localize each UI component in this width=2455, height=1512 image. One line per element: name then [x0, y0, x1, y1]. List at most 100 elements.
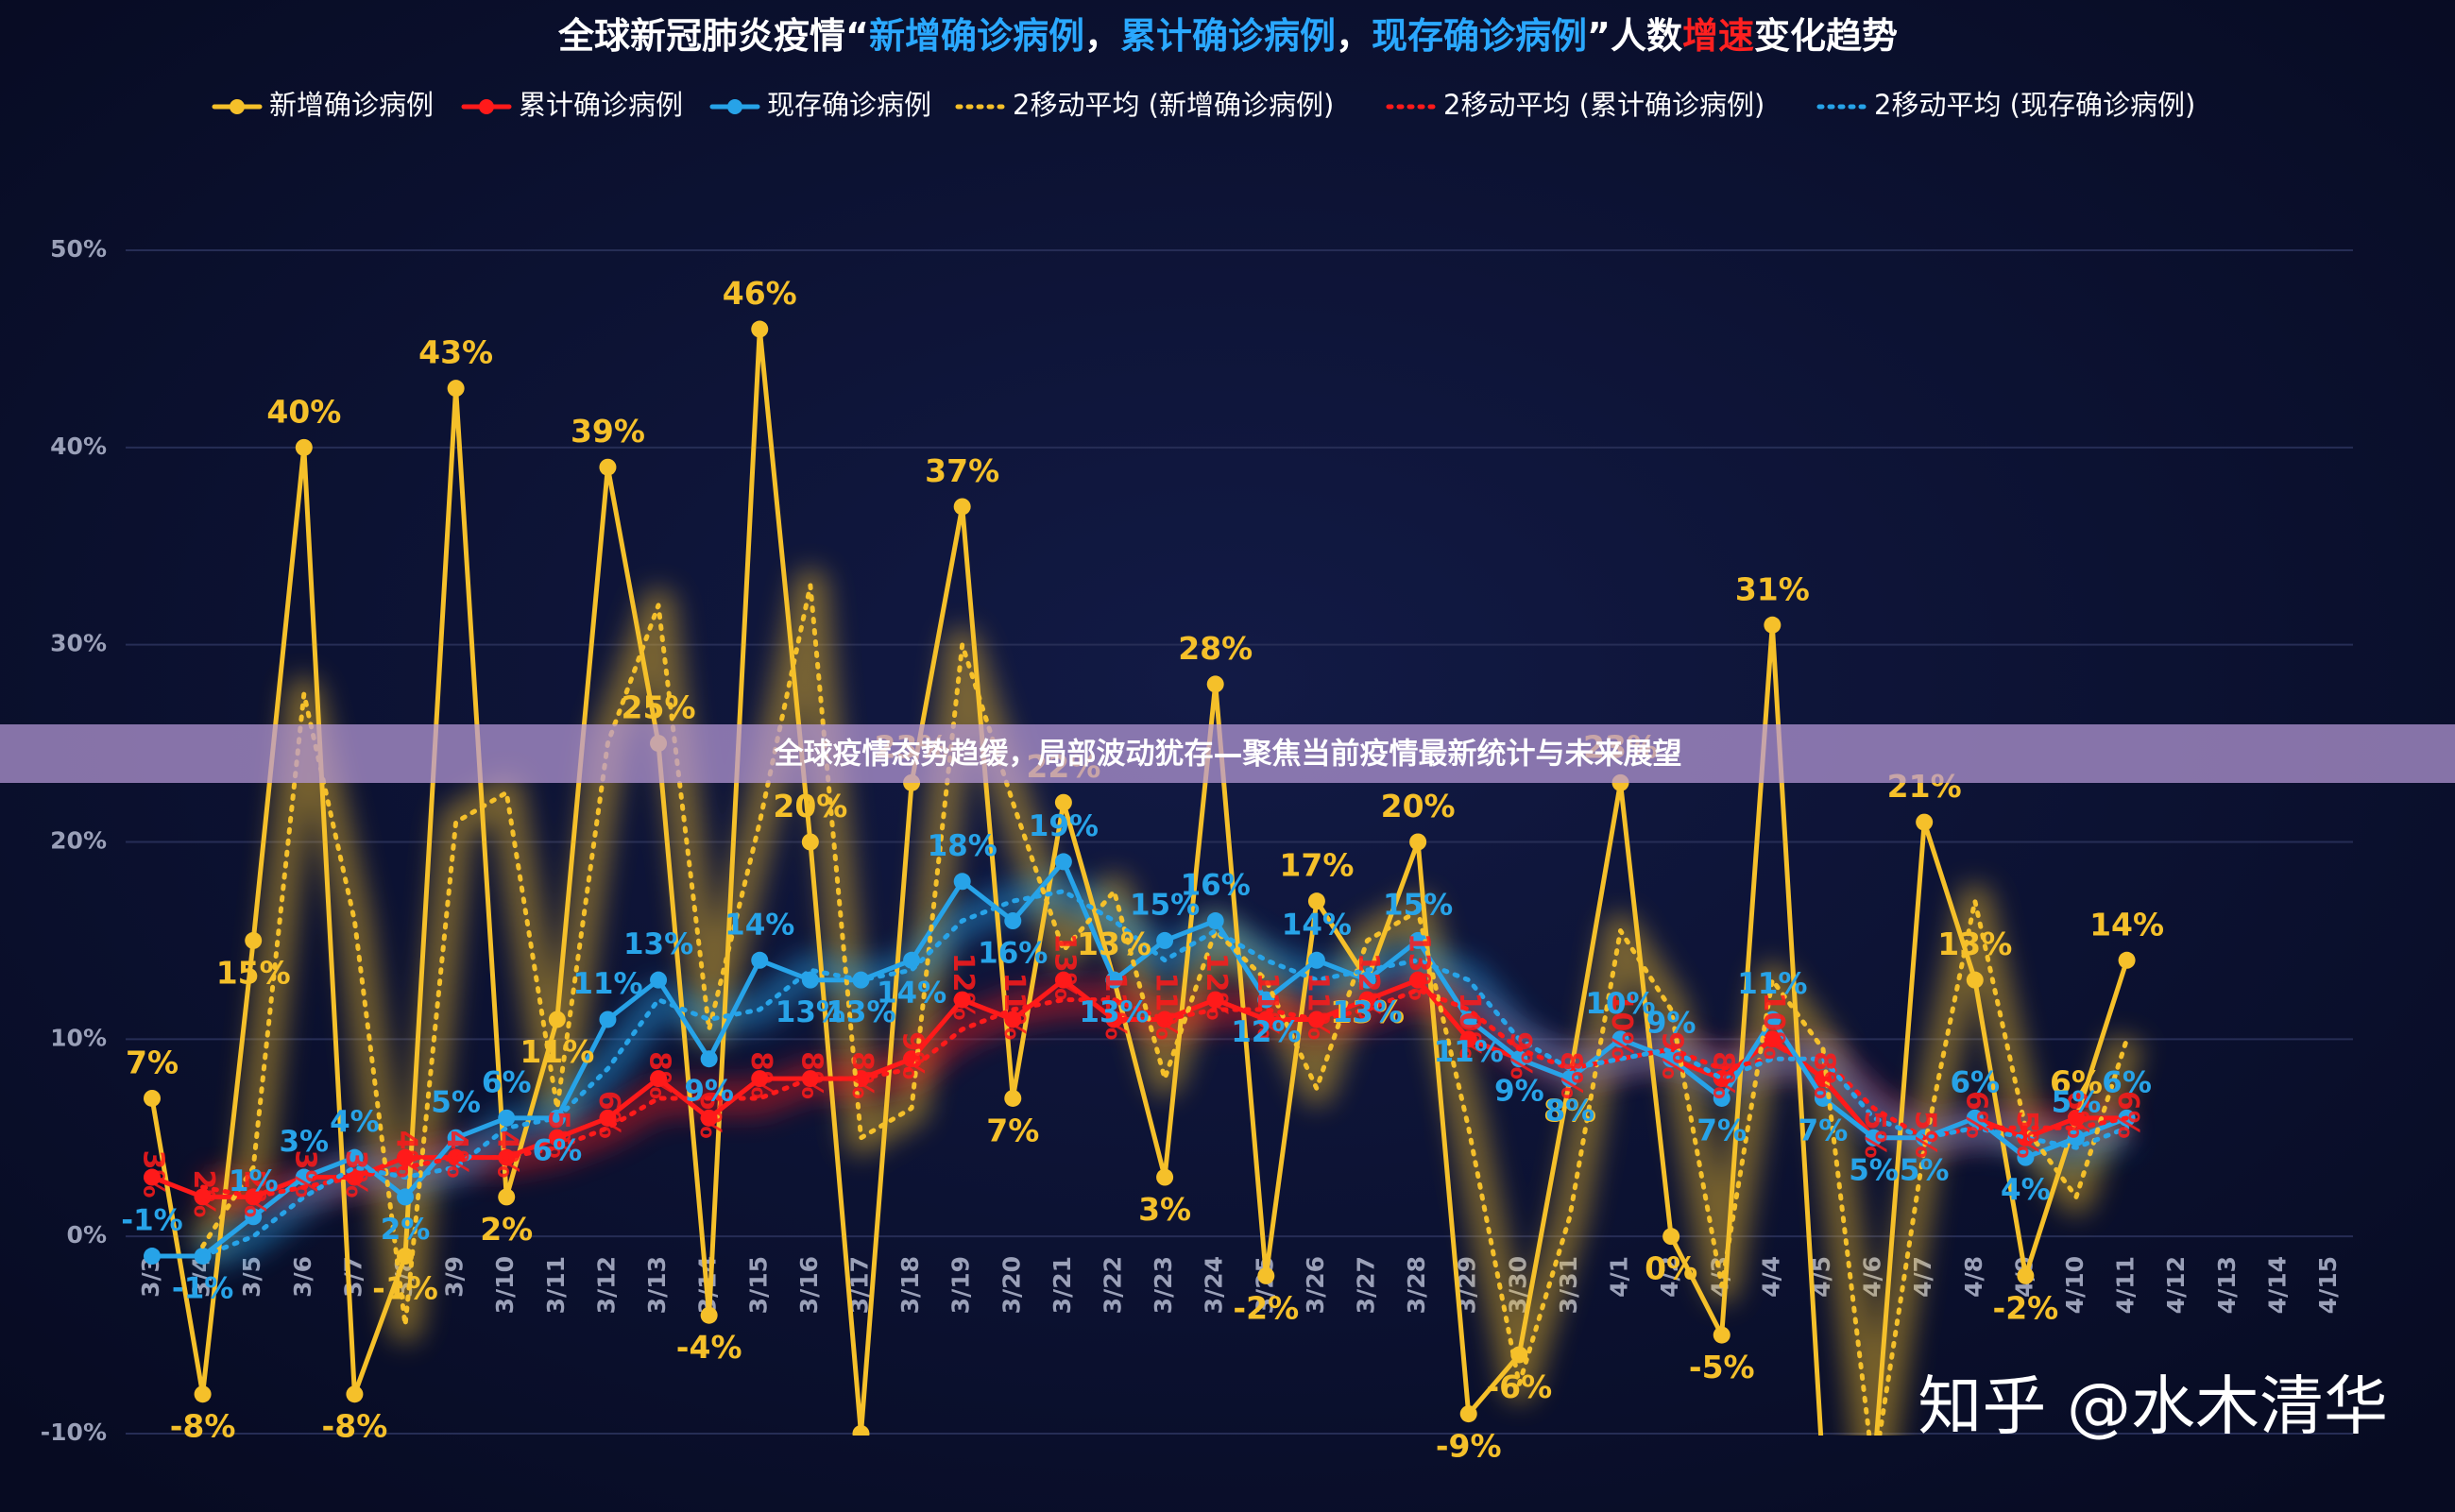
data-point: [1459, 1030, 1477, 1048]
data-label: 14%: [725, 908, 794, 942]
data-label: 4%: [491, 1130, 524, 1179]
data-point: [144, 1168, 161, 1186]
data-label: 5%: [1900, 1153, 1950, 1187]
data-label: 9%: [896, 1031, 929, 1079]
data-label: 39%: [571, 413, 645, 450]
y-tick-label: 10%: [50, 1024, 107, 1051]
data-point: [1560, 1070, 1578, 1088]
data-point: [953, 991, 971, 1009]
x-tick-label: 3/6: [289, 1256, 316, 1298]
x-tick-label: 4/2: [1656, 1256, 1683, 1298]
data-point: [1054, 853, 1072, 871]
data-point: [1662, 1228, 1680, 1246]
data-label: 19%: [1029, 809, 1099, 843]
x-tick-label: 3/22: [1099, 1256, 1126, 1314]
data-point: [801, 1070, 819, 1088]
data-point: [1004, 1089, 1022, 1107]
title-part: ”人数: [1587, 15, 1682, 57]
x-tick-label: 3/5: [238, 1256, 265, 1298]
x-tick-label: 4/1: [1606, 1256, 1633, 1298]
data-point: [1611, 1030, 1629, 1048]
x-tick-label: 3/23: [1150, 1256, 1177, 1314]
data-label: 8%: [1545, 1095, 1595, 1129]
series-line: [149, 327, 2130, 1436]
data-label: 0%: [1645, 1250, 1697, 1287]
data-point: [1004, 1011, 1022, 1028]
data-label: 16%: [1181, 869, 1251, 903]
y-tick-label: 40%: [50, 433, 107, 460]
data-label: 12%: [946, 953, 980, 1021]
data-label: 11%: [1301, 973, 1334, 1041]
banner-band: [0, 724, 2455, 783]
data-label: 9%: [1504, 1031, 1537, 1079]
title-part: ，: [1084, 15, 1120, 57]
data-label: 5%: [2010, 1111, 2043, 1159]
data-label: 3%: [339, 1150, 372, 1198]
data-label: 37%: [925, 452, 999, 489]
data-label: 13%: [1048, 933, 1081, 1001]
data-label: 9%: [684, 1075, 734, 1109]
data-label: 10%: [1605, 993, 1638, 1061]
data-label: 8%: [1807, 1051, 1840, 1099]
legend-label: 2移动平均 (新增确诊病例): [1013, 89, 1334, 121]
data-point: [1510, 1050, 1528, 1068]
data-point: [144, 1089, 161, 1107]
data-label: 6%: [592, 1091, 625, 1139]
data-point: [245, 931, 263, 949]
data-point: [1257, 991, 1275, 1009]
data-point: [144, 1248, 161, 1266]
y-tick-label: 30%: [50, 630, 107, 657]
data-label: 8%: [845, 1051, 878, 1099]
title-part: 累计确诊病例: [1120, 15, 1336, 57]
data-label: 10%: [1585, 987, 1655, 1021]
x-tick-label: 3/19: [947, 1256, 975, 1314]
x-tick-label: 3/9: [441, 1256, 469, 1298]
data-label: 8%: [1554, 1051, 1587, 1099]
x-tick-label: 4/14: [2263, 1256, 2291, 1314]
data-label: 14%: [2089, 906, 2164, 943]
data-point: [346, 1148, 364, 1166]
data-point: [599, 1011, 617, 1028]
data-label: 13%: [776, 995, 845, 1029]
data-label: 7%: [1799, 1113, 1849, 1147]
data-label: -1%: [372, 1270, 438, 1307]
x-tick-label: 3/7: [339, 1256, 367, 1298]
banner-text: 全球疫情态势趋缓，局部波动犹存—聚焦当前疫情最新统计与未来展望: [774, 738, 1682, 772]
data-label: 9%: [1494, 1075, 1544, 1109]
data-label: 4%: [330, 1105, 380, 1139]
data-label: 31%: [1735, 570, 1810, 607]
data-point: [397, 1148, 415, 1166]
data-label: 6%: [2060, 1091, 2093, 1139]
data-label: 13%: [1077, 926, 1151, 962]
data-label: 5%: [541, 1111, 574, 1159]
data-label: 10%: [1453, 993, 1486, 1061]
data-label: 3%: [279, 1125, 329, 1159]
data-label: 13%: [826, 995, 895, 1029]
x-tick-label: 4/11: [2112, 1256, 2140, 1314]
data-point: [346, 1385, 364, 1403]
data-point: [1156, 931, 1174, 949]
data-label: 5%: [1858, 1111, 1891, 1159]
data-label: 17%: [1279, 847, 1354, 884]
data-point: [1865, 1129, 1883, 1147]
y-tick-label: -10%: [41, 1419, 107, 1446]
title-part: 变化趋势: [1754, 15, 1898, 57]
data-point: [1764, 1030, 1782, 1048]
data-label: 2%: [187, 1169, 220, 1217]
title-part: ，: [1336, 15, 1372, 57]
chart-title: 全球新冠肺炎疫情“新增确诊病例，累计确诊病例，现存确诊病例”人数增速变化趋势: [557, 15, 1898, 57]
data-point: [700, 1050, 718, 1068]
data-point: [751, 951, 769, 969]
data-label: 12%: [1231, 1015, 1301, 1049]
data-point: [1054, 971, 1072, 989]
data-label: 12%: [1200, 953, 1233, 1021]
data-point: [2017, 1266, 2035, 1284]
data-label: 13%: [1403, 933, 1436, 1001]
data-label: 8%: [744, 1051, 777, 1099]
data-label: 11%: [1251, 973, 1284, 1041]
series-line: [149, 858, 2130, 1259]
x-tick-label: 3/21: [1048, 1256, 1076, 1314]
data-label: 20%: [773, 788, 847, 824]
x-tick-label: 3/27: [1353, 1256, 1380, 1314]
